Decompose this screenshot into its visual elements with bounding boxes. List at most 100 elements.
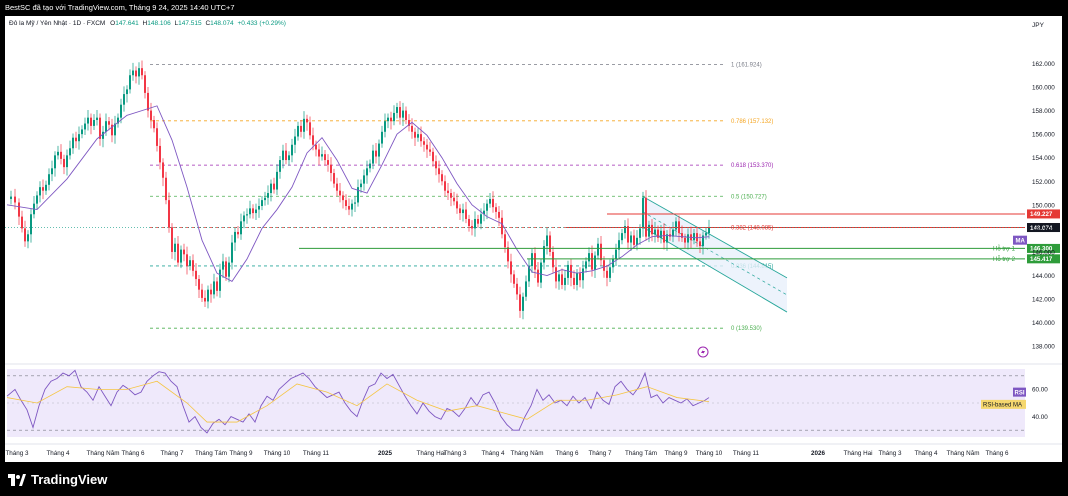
- time-tick-label: Tháng 7: [588, 450, 612, 457]
- candle-body: [513, 274, 515, 284]
- time-tick-label: 2026: [811, 450, 826, 457]
- candle-body: [102, 131, 104, 139]
- candle-body: [204, 297, 206, 302]
- candle-body: [483, 210, 485, 215]
- rsi-ma-tag: [981, 399, 1026, 409]
- candle-body: [96, 117, 98, 121]
- candle-body: [351, 203, 353, 210]
- candle-body: [471, 226, 473, 229]
- candle-body: [60, 151, 62, 159]
- candle-body: [654, 229, 656, 235]
- svg-text:Đô la Mỹ / Yên Nhật · 1D · FXC: Đô la Mỹ / Yên Nhật · 1D · FXCM O147.641…: [9, 20, 286, 27]
- candle-body: [420, 134, 422, 142]
- candle-body: [489, 198, 491, 204]
- candle-body: [450, 193, 452, 198]
- candle-body: [627, 226, 629, 243]
- price-tag: [1027, 243, 1060, 253]
- candle-body: [501, 217, 503, 235]
- rsi-band-fill: [7, 369, 1025, 437]
- candle-body: [321, 154, 323, 157]
- candle-body: [636, 237, 638, 245]
- y-tick-label: 140.000: [1032, 320, 1055, 327]
- y-tick-label: 154.000: [1032, 155, 1055, 162]
- candle-body: [573, 277, 575, 285]
- candle-body: [345, 200, 347, 207]
- candle-body: [42, 187, 44, 191]
- candle-body: [105, 121, 107, 132]
- candle-body: [330, 164, 332, 174]
- candle-body: [63, 158, 65, 168]
- candle-body: [618, 240, 620, 250]
- candle-body: [546, 235, 548, 247]
- candle-body: [435, 161, 437, 169]
- candle-body: [174, 243, 176, 252]
- candle-body: [51, 168, 53, 175]
- candle-body: [144, 75, 146, 93]
- candle-body: [213, 281, 215, 295]
- candle-body: [411, 125, 413, 132]
- candle-body: [576, 273, 578, 285]
- candle-body: [684, 237, 686, 243]
- time-tick-label: Tháng Tám: [195, 450, 227, 457]
- candle-body: [297, 125, 299, 137]
- candle-body: [285, 150, 287, 161]
- lightning-icon[interactable]: [697, 346, 709, 358]
- candle-body: [360, 183, 362, 188]
- time-tick-label: 2025: [378, 450, 393, 457]
- candle-body: [606, 270, 608, 278]
- candle-body: [552, 251, 554, 268]
- candle-body: [384, 121, 386, 132]
- candle-body: [45, 184, 47, 191]
- candle-body: [498, 211, 500, 218]
- y-tick-label: 146.000: [1032, 249, 1055, 256]
- time-tick-label: Tháng 10: [696, 450, 723, 457]
- candle-body: [111, 124, 113, 136]
- candle-body: [327, 160, 329, 165]
- price-tag-label: 146.300: [1030, 246, 1053, 253]
- candle-body: [153, 120, 155, 129]
- fib-label: 1 (161.924): [731, 62, 762, 68]
- candle-body: [705, 233, 707, 236]
- chart-panel[interactable]: Đô la Mỹ / Yên Nhật · 1D · FXCM O147.641…: [5, 16, 1062, 462]
- candle-body: [378, 143, 380, 157]
- candle-body: [561, 274, 563, 285]
- candle-body: [90, 117, 92, 126]
- candle-body: [657, 229, 659, 238]
- candle-body: [336, 183, 338, 191]
- chart-svg[interactable]: Đô la Mỹ / Yên Nhật · 1D · FXCM O147.641…: [5, 16, 1062, 462]
- candle-body: [300, 125, 302, 132]
- time-tick-label: Tháng 7: [160, 450, 184, 457]
- high-label: H: [143, 20, 148, 27]
- candle-body: [642, 197, 644, 229]
- candle-body: [216, 281, 218, 291]
- candle-body: [255, 209, 257, 214]
- time-tick-label: Tháng 6: [985, 450, 1009, 457]
- candle-body: [195, 270, 197, 280]
- candle-body: [381, 131, 383, 144]
- candle-body: [231, 242, 233, 263]
- candle-body: [594, 255, 596, 270]
- candle-body: [375, 150, 377, 157]
- candle-body: [279, 160, 281, 172]
- candle-body: [207, 289, 209, 302]
- candle-body: [462, 209, 464, 214]
- candle-body: [429, 149, 431, 152]
- tradingview-logo[interactable]: TradingView: [8, 472, 107, 487]
- candle-body: [543, 246, 545, 263]
- time-tick-label: Tháng 6: [121, 450, 145, 457]
- symbol-pair[interactable]: Đô la Mỹ / Yên Nhật · 1D · FXCM: [9, 20, 105, 27]
- time-tick-label: Tháng Năm: [511, 450, 544, 457]
- candle-body: [147, 92, 149, 111]
- candle-body: [540, 262, 542, 283]
- candle-body: [681, 233, 683, 238]
- time-tick-label: Tháng 10: [264, 450, 291, 457]
- candle-body: [138, 68, 140, 77]
- candle-body: [162, 162, 164, 178]
- high-value: 148.106: [147, 20, 171, 27]
- time-tick-label: Tháng Năm: [947, 450, 980, 457]
- rsi-y-tick-label: 40.00: [1032, 414, 1048, 421]
- y-tick-label: 152.000: [1032, 179, 1055, 186]
- candle-body: [702, 235, 704, 247]
- candle-body: [414, 131, 416, 138]
- candle-body: [267, 193, 269, 198]
